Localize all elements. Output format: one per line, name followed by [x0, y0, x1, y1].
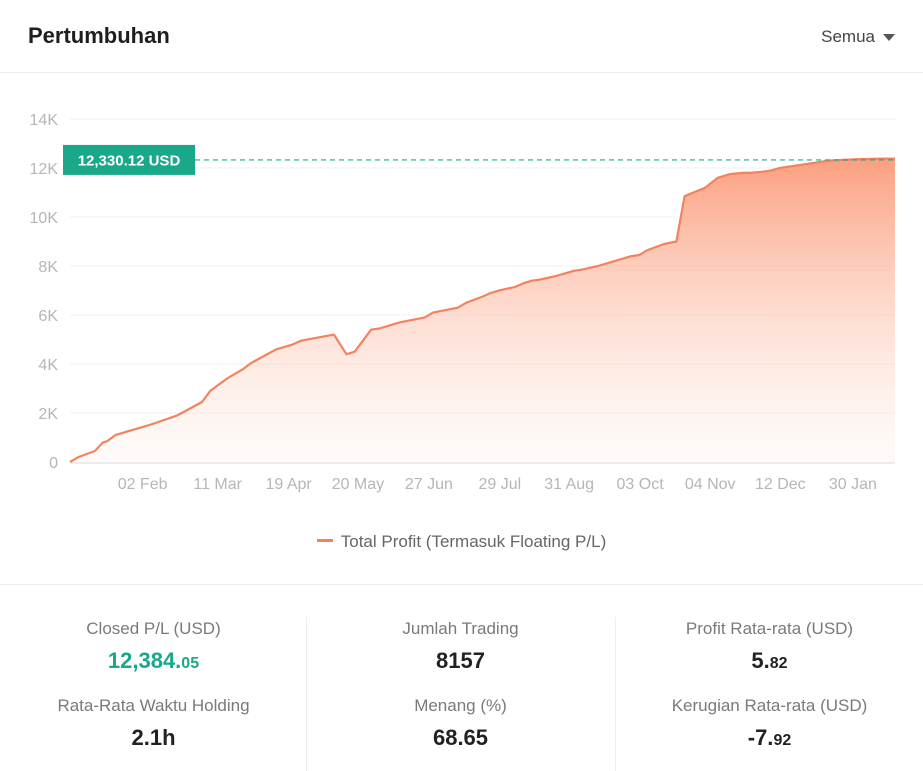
- period-dropdown[interactable]: Semua: [821, 27, 895, 47]
- trades-label: Jumlah Trading: [402, 619, 519, 638]
- y-tick-label: 6K: [38, 308, 58, 325]
- trades-value: 8157: [436, 648, 485, 673]
- avg-loss-label: Kerugian Rata-rata (USD): [671, 696, 868, 715]
- growth-chart: 0 2K 4K 6K 8K 10K 12K 14K 02 Feb 11 Mar 19 Apr 20 …: [30, 112, 896, 493]
- legend-label: Total Profit (Termasuk Floating P/L): [340, 532, 607, 551]
- section-divider: [0, 584, 923, 585]
- y-tick-label: 2K: [38, 406, 58, 423]
- x-tick-label: 12 Dec: [755, 476, 806, 493]
- y-tick-label: 4K: [38, 357, 58, 374]
- closed-pl-value: 12,384.05: [107, 648, 200, 673]
- stats-column-2: Jumlah Trading 8157 Menang (%) 68.65: [307, 585, 614, 771]
- avg-holding-value: 2.1h: [131, 725, 176, 750]
- stats-column-1: Closed P/L (USD) 12,384.05 Rata-Rata Wak…: [0, 585, 307, 771]
- stats-panel: Closed P/L (USD) 12,384.05 Rata-Rata Wak…: [0, 585, 923, 771]
- y-tick-label: 0: [49, 455, 58, 472]
- avg-holding-label: Rata-Rata Waktu Holding: [57, 696, 250, 715]
- y-tick-label: 12K: [30, 161, 59, 178]
- legend-swatch: [316, 539, 333, 543]
- x-tick-label: 31 Aug: [544, 476, 594, 493]
- x-axis: 02 Feb 11 Mar 19 Apr 20 May 27 Jun 29 Jul 31 A…: [118, 476, 877, 493]
- y-axis: 0 2K 4K 6K 8K 10K 12K 14K: [30, 112, 59, 472]
- avg-loss-value: -7.92: [747, 725, 792, 750]
- chart-legend[interactable]: Total Profit (Termasuk Floating P/L): [0, 532, 923, 552]
- y-tick-label: 14K: [30, 112, 59, 129]
- y-tick-label: 8K: [38, 259, 58, 276]
- x-tick-label: 27 Jun: [405, 476, 453, 493]
- x-tick-label: 29 Jul: [478, 476, 521, 493]
- avg-profit-label: Profit Rata-rata (USD): [685, 619, 854, 638]
- current-value-label: 12,330.12 USD: [78, 152, 181, 169]
- page-title: Pertumbuhan: [28, 23, 170, 48]
- stats-divider: [306, 617, 307, 771]
- series-area: [70, 158, 895, 462]
- stats-divider: [615, 617, 616, 771]
- x-tick-label: 02 Feb: [118, 476, 168, 493]
- x-tick-label: 11 Mar: [193, 476, 242, 493]
- y-tick-label: 10K: [30, 210, 59, 227]
- win-rate-value: 68.65: [432, 725, 489, 750]
- caret-down-icon: [883, 33, 895, 41]
- closed-pl-label: Closed P/L (USD): [86, 619, 221, 638]
- x-tick-label: 19 Apr: [265, 476, 312, 493]
- period-dropdown-label: Semua: [821, 27, 875, 46]
- card-header: Pertumbuhan Semua: [0, 0, 923, 73]
- x-tick-label: 04 Nov: [685, 476, 736, 493]
- stats-column-3: Profit Rata-rata (USD) 5.82 Kerugian Rat…: [616, 585, 923, 771]
- x-tick-label: 30 Jan: [829, 476, 877, 493]
- x-tick-label: 03 Oct: [617, 476, 665, 493]
- win-rate-label: Menang (%): [414, 696, 507, 715]
- avg-profit-value: 5.82: [751, 648, 788, 673]
- current-value-badge: [63, 144, 195, 175]
- x-tick-label: 20 May: [332, 476, 384, 493]
- series-line: [69, 157, 896, 463]
